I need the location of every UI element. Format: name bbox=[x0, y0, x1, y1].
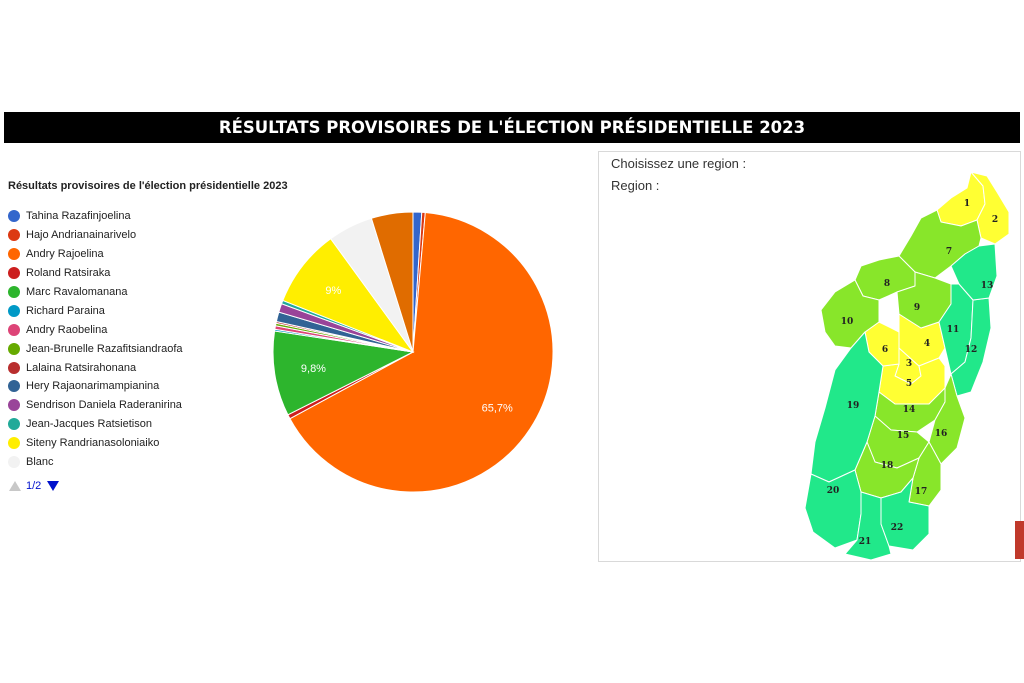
map-region-number: 12 bbox=[965, 345, 978, 355]
legend-item-hery-rajaonarimampianina[interactable]: Hery Rajaonarimampianina bbox=[8, 377, 183, 396]
legend-label: Sendrison Daniela Raderanirina bbox=[26, 399, 182, 412]
legend-swatch bbox=[8, 380, 20, 393]
map-region-9[interactable] bbox=[896, 271, 952, 329]
map-region-number: 17 bbox=[915, 487, 928, 497]
legend-label: Lalaina Ratsirahonana bbox=[26, 361, 137, 374]
pie-chart: 65,7% 9,8% 9% bbox=[272, 211, 554, 493]
map-region-13[interactable] bbox=[950, 243, 998, 301]
legend-swatch bbox=[8, 248, 20, 261]
legend-swatch bbox=[8, 418, 20, 431]
map-region-number: 22 bbox=[891, 523, 904, 533]
map-region-number: 9 bbox=[914, 303, 920, 313]
legend-swatch bbox=[8, 210, 20, 223]
legend-item-siteny-randrianasoloniaiko[interactable]: Siteny Randrianasoloniaiko bbox=[8, 434, 183, 453]
legend-label: Hajo Andrianainarivelo bbox=[26, 229, 137, 242]
chart-legend: Tahina Razafinjoelina Hajo Andrianainariv… bbox=[8, 207, 183, 471]
legend-item-jean-jacques-ratsietison[interactable]: Jean-Jacques Ratsietison bbox=[8, 415, 183, 434]
legend-item-andry-rajoelina[interactable]: Andry Rajoelina bbox=[8, 245, 183, 264]
map-region-number: 15 bbox=[897, 431, 910, 441]
legend-page-indicator: 1/2 bbox=[26, 480, 42, 492]
legend-label: Hery Rajaonarimampianina bbox=[26, 380, 160, 393]
map-region-number: 4 bbox=[924, 339, 930, 349]
legend-label: Jean-Brunelle Razafitsiandraofa bbox=[26, 342, 183, 355]
map-region-number: 7 bbox=[946, 247, 952, 257]
map-region-22[interactable] bbox=[880, 477, 930, 551]
map-region-16[interactable] bbox=[928, 373, 966, 465]
pie-chart-panel: 65,7% 9,8% 9% Résultats provisoires de l'é… bbox=[4, 143, 592, 573]
chart-title: Résultats provisoires de l'élection prés… bbox=[8, 180, 288, 192]
legend-item-sendrison-daniela-raderanirina[interactable]: Sendrison Daniela Raderanirina bbox=[8, 396, 183, 415]
legend-swatch bbox=[8, 286, 20, 298]
legend-label: Jean-Jacques Ratsietison bbox=[26, 418, 152, 431]
map-region-number: 21 bbox=[859, 537, 872, 547]
legend-item-roland-ratsiraka[interactable]: Roland Ratsiraka bbox=[8, 264, 183, 283]
legend-swatch bbox=[8, 323, 20, 336]
page-banner-title: RÉSULTATS PROVISOIRES DE L'ÉLECTION PRÉS… bbox=[4, 112, 1020, 143]
legend-swatch bbox=[8, 304, 20, 317]
legend-label: Richard Paraina bbox=[26, 304, 105, 317]
pie-slice-siteny-randrianasoloniaiko[interactable] bbox=[282, 238, 415, 354]
legend-item-lalaina-ratsirahonana[interactable]: Lalaina Ratsirahonana bbox=[8, 358, 183, 377]
legend-item-tahina-razafinjoelina[interactable]: Tahina Razafinjoelina bbox=[8, 207, 183, 226]
legend-label: Roland Ratsiraka bbox=[26, 267, 111, 280]
legend-swatch bbox=[8, 229, 20, 242]
legend-prev-arrow-icon bbox=[9, 481, 21, 491]
map-region-number: 11 bbox=[947, 325, 960, 335]
legend-item-hajo-andrianainarivelo[interactable]: Hajo Andrianainarivelo bbox=[8, 226, 183, 245]
pie-data-label: 65,7% bbox=[482, 402, 513, 414]
legend-label: Siteny Randrianasoloniaiko bbox=[26, 437, 160, 450]
map-region-number: 3 bbox=[906, 359, 912, 369]
map-region-number: 8 bbox=[884, 279, 890, 289]
legend-label: Tahina Razafinjoelina bbox=[26, 210, 131, 223]
map-region-number: 16 bbox=[935, 429, 948, 439]
map-region-number: 2 bbox=[992, 215, 998, 225]
map-region-number: 19 bbox=[847, 401, 860, 411]
legend-item-andry-raobelina[interactable]: Andry Raobelina bbox=[8, 320, 183, 339]
map-region-number: 10 bbox=[841, 317, 854, 327]
legend-next-arrow-icon[interactable] bbox=[47, 481, 60, 491]
map-region-12[interactable] bbox=[950, 297, 992, 397]
pie-data-label: 9,8% bbox=[301, 363, 326, 375]
legend-item-marc-ravalomanana[interactable]: Marc Ravalomanana bbox=[8, 283, 183, 302]
legend-swatch bbox=[8, 267, 20, 280]
legend-label: Blanc bbox=[26, 456, 54, 469]
legend-label: Andry Raobelina bbox=[26, 323, 108, 336]
legend-item-richard-paraina[interactable]: Richard Paraina bbox=[8, 301, 183, 320]
legend-swatch bbox=[8, 342, 20, 355]
map-region-19[interactable] bbox=[810, 331, 884, 483]
legend-label: Andry Rajoelina bbox=[26, 248, 104, 261]
map-region-number: 20 bbox=[827, 486, 840, 496]
map-region-number: 14 bbox=[903, 405, 916, 415]
map-region-number: 13 bbox=[981, 281, 994, 291]
legend-swatch bbox=[8, 456, 20, 469]
map-region-number: 6 bbox=[882, 345, 888, 355]
legend-label: Marc Ravalomanana bbox=[26, 286, 128, 298]
selected-region-label: Region : bbox=[611, 178, 660, 193]
pie-slice-other[interactable] bbox=[370, 211, 414, 353]
legend-item-jean-brunelle-razafitsiandraofa[interactable]: Jean-Brunelle Razafitsiandraofa bbox=[8, 339, 183, 358]
legend-swatch bbox=[8, 399, 20, 412]
legend-item-blanc[interactable]: Blanc bbox=[8, 453, 183, 472]
pie-slice-andry-rajoelina[interactable] bbox=[289, 211, 554, 493]
pie-data-label: 9% bbox=[325, 285, 341, 297]
legend-pager: 1/2 bbox=[9, 480, 60, 492]
pie-slice-marc-ravalomanana[interactable] bbox=[272, 330, 415, 416]
legend-swatch bbox=[8, 361, 20, 374]
map-region-20[interactable] bbox=[804, 469, 862, 549]
choose-region-label: Choisissez une region : bbox=[611, 156, 747, 171]
side-scroll-tab[interactable] bbox=[1015, 521, 1024, 559]
map-region-number: 1 bbox=[964, 199, 970, 209]
legend-swatch bbox=[8, 437, 20, 450]
map-region-number: 18 bbox=[881, 461, 894, 471]
map-region-number: 5 bbox=[906, 379, 912, 389]
